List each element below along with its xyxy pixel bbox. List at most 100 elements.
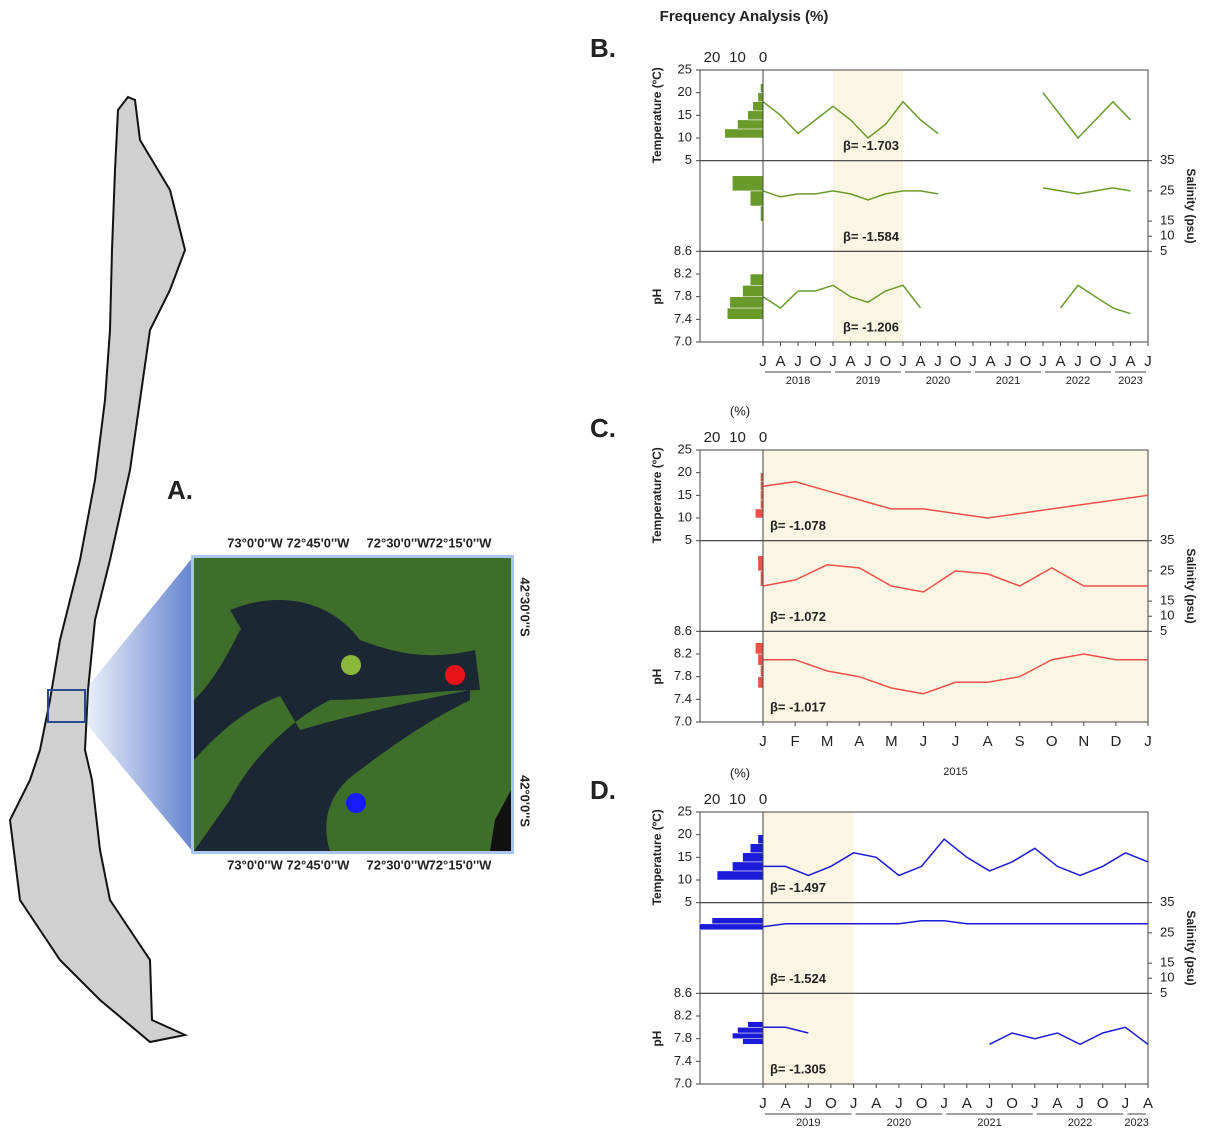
histogram-bar [738,120,764,129]
x-tick-label: J [934,353,942,370]
year-label: 2020 [926,375,950,387]
lon-label: 72°45'0''W [287,857,351,872]
year-label: 2019 [856,375,880,387]
x-tick-label: J [899,353,907,370]
y-tick-label: 7.8 [674,1030,692,1045]
year-label: 2019 [796,1117,820,1129]
y2-tick-label: 10 [1160,228,1174,243]
y-tick-label: 7.8 [674,288,692,303]
x-tick-label: J [805,1095,813,1112]
site-blue [346,793,366,813]
y2-tick-label: 25 [1160,562,1174,577]
y-axis-title: Temperature (ºC) [650,447,664,543]
lon-label: 72°45'0''W [287,535,351,550]
y2-tick-label: 35 [1160,894,1174,909]
y2-tick-label: 35 [1160,152,1174,167]
x-tick-label: A [871,1095,881,1112]
y-tick-label: 7.0 [674,1075,692,1090]
histogram-bar [753,102,763,111]
histogram-bar [712,918,763,924]
histogram-bar [755,509,763,518]
beta-label: β= -1.305 [770,1061,826,1076]
y2-axis-title: Salinity (psu) [1184,168,1198,243]
y2-tick-label: 15 [1160,955,1174,970]
x-tick-label: O [1090,353,1102,370]
x-tick-label: D [1110,733,1121,750]
y-tick-label: 10 [678,509,692,524]
y2-tick-label: 5 [1160,623,1167,638]
x-tick-label: J [759,353,767,370]
x-tick-label: A [962,1095,972,1112]
x-tick-label: N [1078,733,1089,750]
panel-label: B. [590,33,616,63]
plot-frame [700,70,1148,161]
series-line [763,285,1131,313]
x-tick-label: S [1015,733,1025,750]
x-tick-label: O [916,1095,928,1112]
y2-tick-label: 5 [1160,985,1167,1000]
y-axis-title: Temperature (ºC) [650,809,664,905]
x-tick-label: A [915,353,925,370]
x-tick-label: J [1074,353,1082,370]
hist-tick-label: 20 [704,429,721,446]
x-tick-label: J [1039,353,1047,370]
y-tick-label: 5 [685,532,692,547]
y-tick-label: 7.8 [674,668,692,683]
beta-label: β= -1.497 [770,880,826,895]
y2-axis-title: Salinity (psu) [1184,910,1198,985]
histogram-bar [727,308,763,319]
panel-label: C. [590,413,616,443]
year-label: 2022 [1068,1117,1092,1129]
year-label: 2021 [977,1117,1001,1129]
histogram-bar [758,677,763,688]
panel-label: D. [590,775,616,805]
histogram-bar [758,835,763,844]
y-tick-label: 25 [678,803,692,818]
x-tick-label: O [825,1095,837,1112]
y-tick-label: 8.2 [674,1007,692,1022]
x-tick-label: M [821,733,834,750]
y2-tick-label: 25 [1160,924,1174,939]
zoom-wedge [85,557,193,852]
site-red [445,665,465,685]
histogram-bar [743,1039,763,1045]
hist-tick-label: 20 [704,791,721,808]
panel-label: A. [167,475,193,505]
x-tick-label: J [969,353,977,370]
histogram-bar [750,274,763,285]
y-tick-label: 7.4 [674,1053,692,1068]
plot-frame [700,251,1148,342]
lat-label: 42°30'0''S [518,577,533,637]
series-line [763,93,1131,138]
y-tick-label: 8.6 [674,985,692,1000]
lon-label: 73°0'0''W [227,857,283,872]
y2-tick-label: 15 [1160,213,1174,228]
lon-label: 72°15'0''W [429,535,493,550]
x-tick-label: J [1122,1095,1130,1112]
y-tick-label: 15 [678,107,692,122]
hist-unit: (%) [730,403,750,418]
histogram-bar [748,111,763,120]
hist-tick-label: 0 [759,791,767,808]
x-tick-label: O [1046,733,1058,750]
x-tick-label: A [775,353,785,370]
figure-title: Frequency Analysis (%) [660,8,829,25]
chile-map [10,97,185,1042]
y-tick-label: 25 [678,61,692,76]
y-axis-title: pH [650,289,664,305]
x-tick-label: A [1055,353,1065,370]
y-tick-label: 8.2 [674,645,692,660]
histogram-bar [699,924,763,930]
x-tick-label: J [952,733,960,750]
y-tick-label: 5 [685,152,692,167]
lon-label: 72°30'0''W [367,857,431,872]
beta-label: β= -1.703 [843,138,899,153]
hist-tick-label: 0 [759,429,767,446]
histogram-bar [755,643,763,654]
x-tick-label: A [985,353,995,370]
x-tick-label: J [920,733,928,750]
plot-frame [700,161,1148,252]
x-tick-label: O [1097,1095,1109,1112]
x-tick-label: J [759,733,767,750]
histogram-bar [732,1033,763,1039]
